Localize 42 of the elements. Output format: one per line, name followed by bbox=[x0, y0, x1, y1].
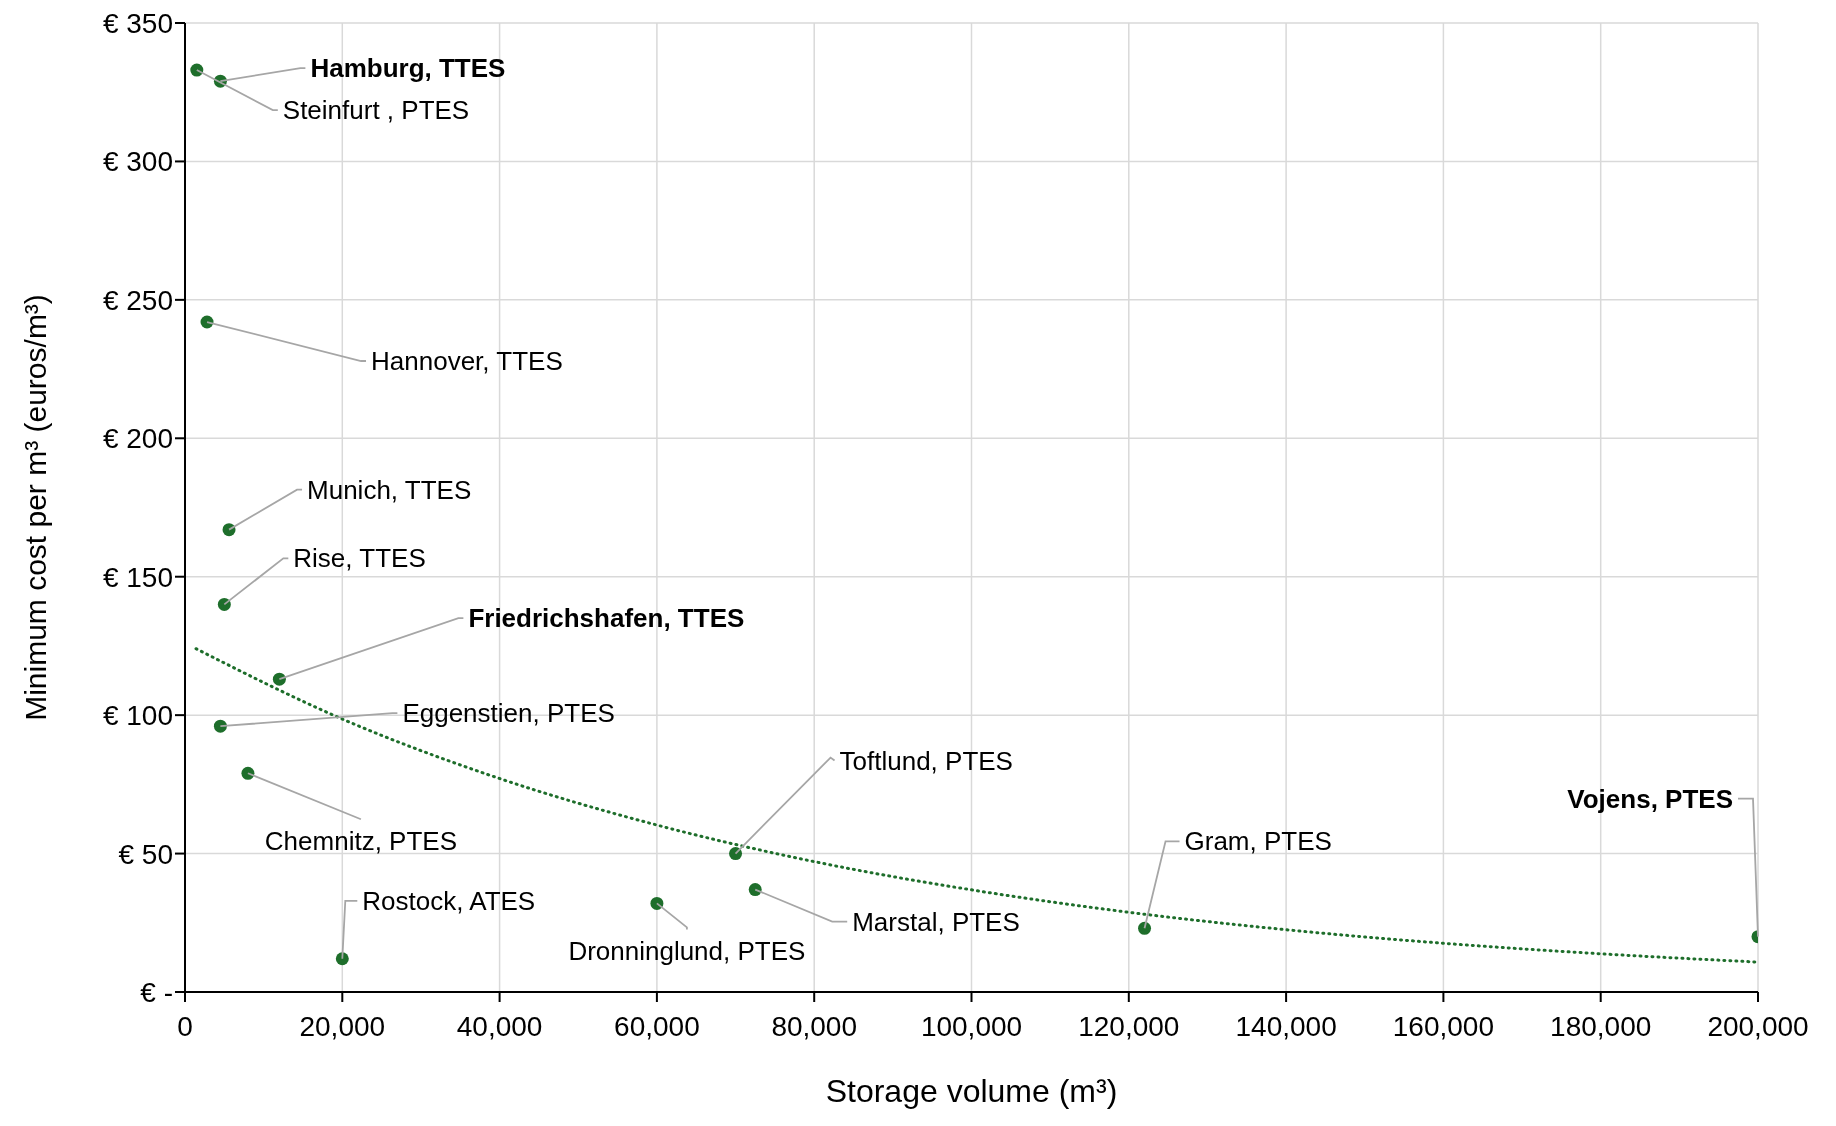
x-tick-label: 160,000 bbox=[1392, 1011, 1495, 1042]
annotation: Eggenstien, PTES bbox=[402, 698, 615, 729]
x-tick-label: 140,000 bbox=[1235, 1011, 1337, 1042]
y-tick-label: € 150 bbox=[102, 561, 173, 593]
x-tick-label: 120,000 bbox=[1078, 1011, 1180, 1042]
x-tick-label: 60,000 bbox=[614, 1011, 700, 1042]
x-tick-label: 100,000 bbox=[920, 1011, 1023, 1042]
y-tick-label: € 250 bbox=[102, 284, 173, 316]
annotation: Steinfurt , PTES bbox=[282, 95, 470, 126]
annotation: Friedrichshafen, TTES bbox=[468, 603, 745, 634]
y-tick-label: € 300 bbox=[102, 146, 173, 178]
y-tick-label: € 100 bbox=[102, 700, 173, 732]
x-tick-label: 80,000 bbox=[771, 1011, 858, 1042]
annotation: Hannover, TTES bbox=[371, 346, 563, 377]
point bbox=[335, 952, 349, 966]
annotation: Rise, TTES bbox=[293, 543, 426, 574]
annotation: Munich, TTES bbox=[307, 474, 472, 505]
annotation: Rostock, ATES bbox=[362, 885, 536, 916]
y-tick-label: € 50 bbox=[118, 838, 173, 870]
x-tick-label: 20,000 bbox=[299, 1011, 386, 1042]
annotation: Gram, PTES bbox=[1184, 826, 1332, 857]
point bbox=[241, 766, 255, 780]
point bbox=[222, 523, 236, 537]
x-tick-label: 40,000 bbox=[456, 1011, 543, 1042]
line-series bbox=[194, 647, 1758, 964]
x-tick-label: 180,000 bbox=[1550, 1011, 1652, 1042]
annotation: Chemnitz, PTES bbox=[264, 826, 458, 857]
annotation: Hamburg, TTES bbox=[310, 53, 506, 84]
annotation: Vojens, PTES bbox=[1567, 783, 1733, 814]
x-tick-label: 0 bbox=[177, 1011, 193, 1042]
y-tick-label: € - bbox=[140, 976, 173, 1008]
point bbox=[1138, 921, 1152, 935]
point bbox=[748, 883, 762, 897]
annotation: Toftlund, PTES bbox=[839, 745, 1013, 776]
point bbox=[650, 896, 664, 910]
annotation: Marstal, PTES bbox=[852, 906, 1020, 937]
y-tick-label: € 200 bbox=[102, 423, 173, 455]
x-axis-title: Storage volume (m³) bbox=[825, 1073, 1118, 1109]
y-tick-label: € 350 bbox=[102, 7, 173, 39]
y-axis-title: Minimum cost per m³ (euros/m³) bbox=[18, 294, 52, 721]
x-tick-label: 200,000 bbox=[1707, 1011, 1809, 1042]
annotation: Dronninglund, PTES bbox=[568, 936, 806, 967]
